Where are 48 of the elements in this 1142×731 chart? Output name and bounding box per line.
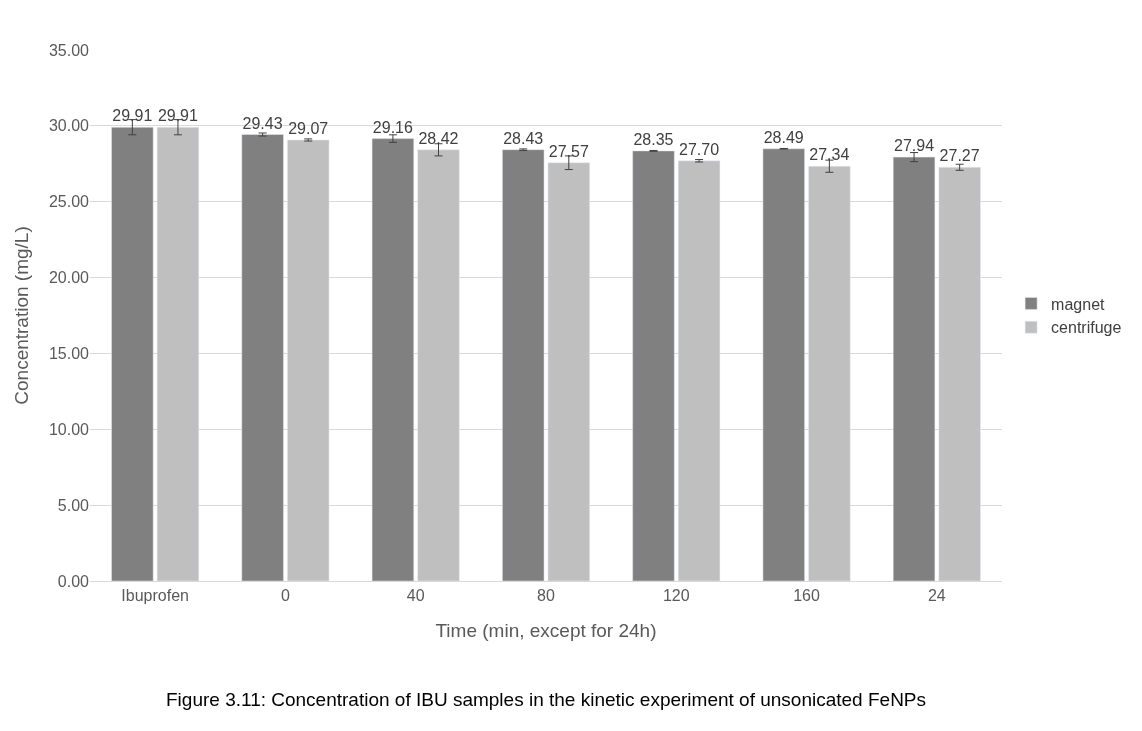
bar [632, 150, 675, 581]
x-axis-title: Time (min, except for 24h) [435, 620, 657, 641]
y-tick-label: 25.00 [48, 193, 90, 211]
text: 27.94 [893, 137, 935, 155]
bar [547, 162, 590, 581]
bar [156, 126, 200, 581]
x-tick-label: Ibuprofen [121, 587, 189, 605]
text: 28.35 [633, 130, 674, 148]
text: 28.42 [418, 129, 459, 147]
caption: Figure 3.11: Concentration of IBU samples in the kinetic experiment of unsonicated FeNPs [166, 689, 927, 710]
text: 27.57 [548, 142, 589, 160]
y-tick-label: 15.00 [48, 345, 90, 363]
y-axis-title: Concentration (mg/L) [10, 226, 32, 405]
text: 29.91 [157, 107, 198, 125]
y-tick-label: 30.00 [48, 117, 90, 135]
text: 29.07 [288, 119, 329, 137]
bar [677, 160, 721, 581]
bar [417, 149, 460, 581]
text: 27.34 [809, 146, 850, 164]
bar [808, 165, 851, 581]
bar [938, 167, 981, 581]
legend-label: magnet [1051, 295, 1106, 313]
y-tick-label: 20.00 [48, 269, 90, 287]
bar [111, 126, 154, 581]
y-tick-label: 10.00 [48, 420, 90, 438]
x-tick-label: 24 [927, 587, 946, 605]
x-tick-label: 160 [793, 587, 821, 605]
bar [241, 134, 284, 581]
y-tick-label: 5.00 [57, 496, 90, 514]
bar [762, 148, 805, 581]
legend-label: centrifuge [1051, 319, 1122, 337]
text: 28.49 [763, 128, 804, 146]
x-tick-label: 40 [406, 587, 425, 605]
text: 27.70 [679, 140, 720, 158]
x-tick-label: 0 [280, 587, 290, 605]
text: 28.43 [503, 129, 544, 147]
bar [371, 138, 415, 581]
y-tick-label: 0.00 [57, 572, 90, 590]
text: 29.43 [242, 114, 283, 132]
bar [287, 139, 330, 581]
text: 29.91 [112, 107, 153, 125]
x-tick-label: 120 [662, 587, 690, 605]
bar [502, 149, 545, 581]
x-tick-label: 80 [537, 587, 555, 605]
bar [892, 156, 936, 581]
y-tick-label: 35.00 [48, 41, 90, 59]
text: 27.27 [939, 147, 980, 165]
text: 29.16 [372, 118, 413, 136]
